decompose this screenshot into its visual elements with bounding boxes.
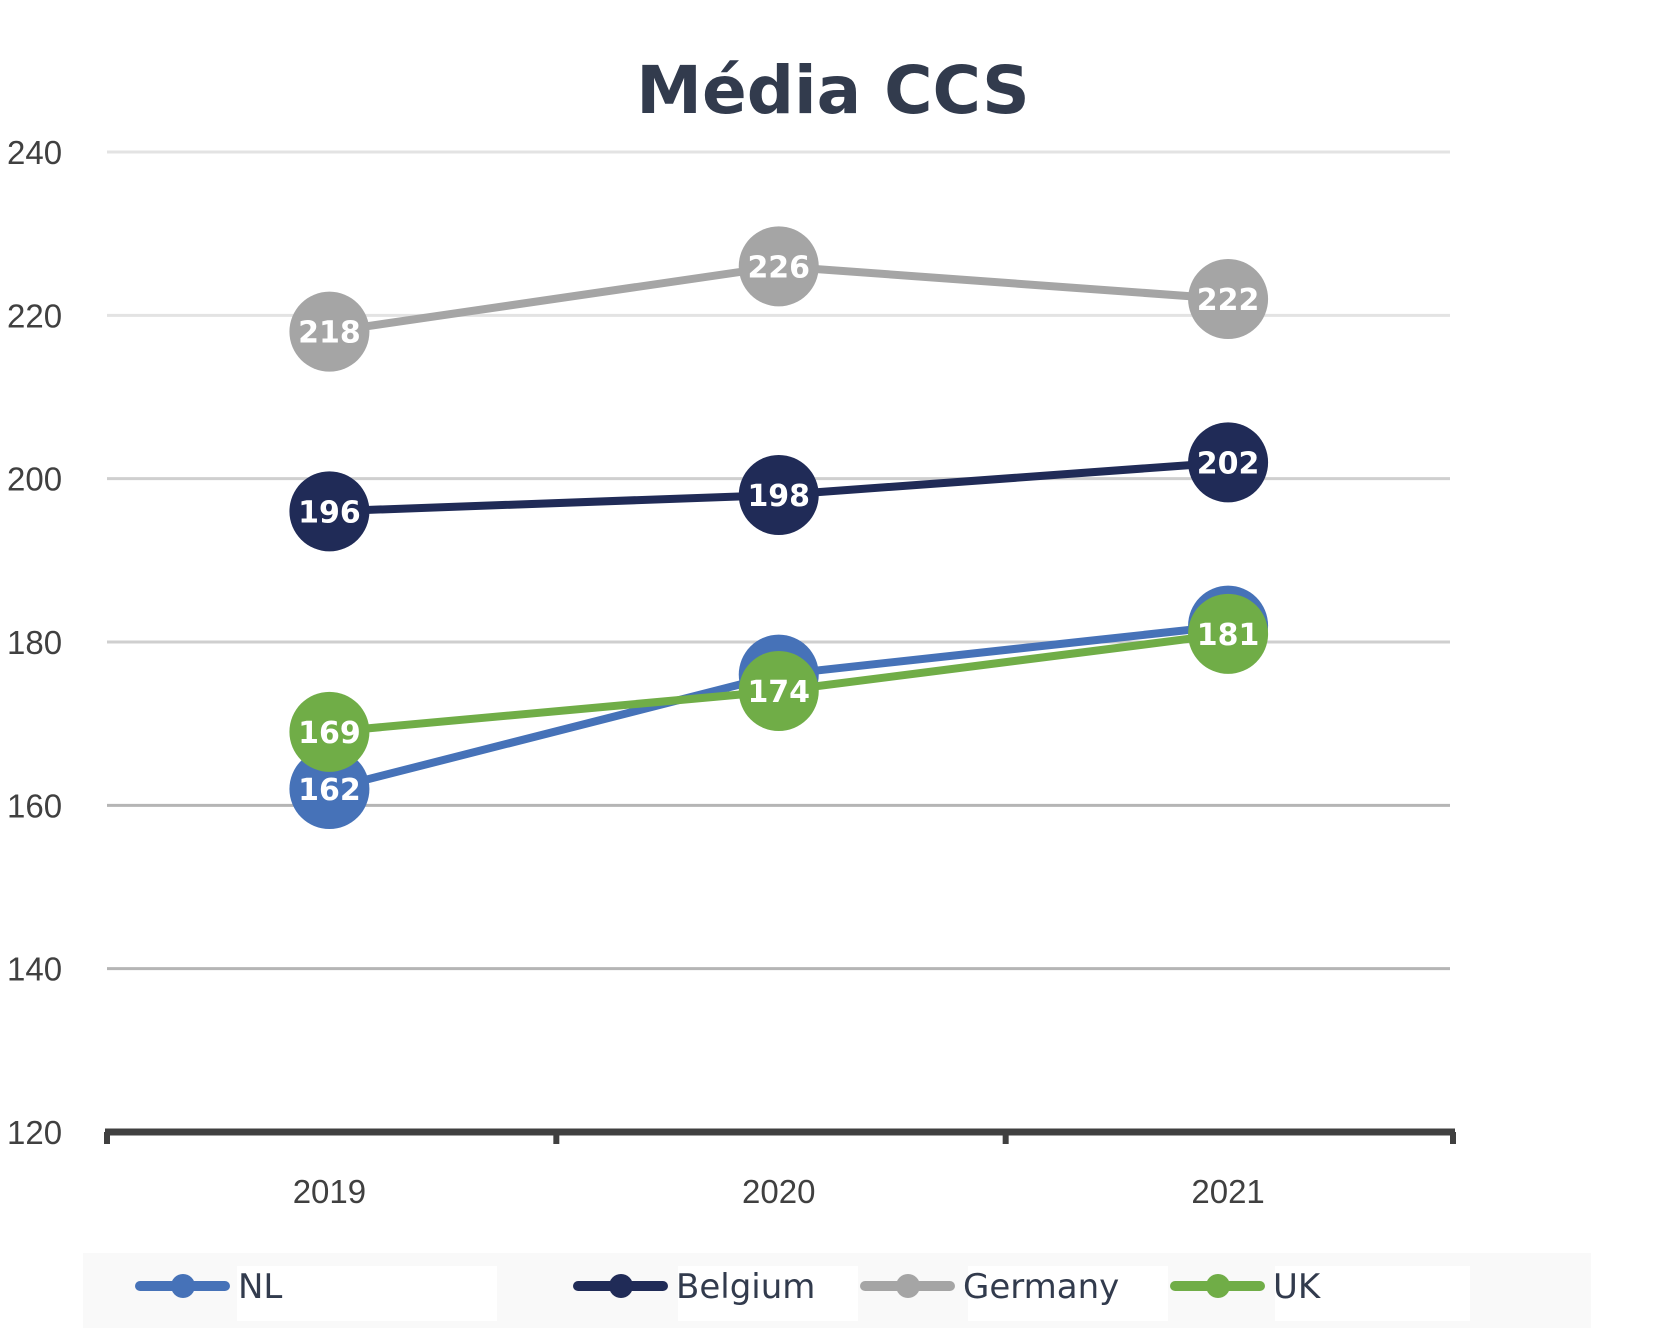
data-point [1188,593,1269,674]
chart-title: Média CCS [636,52,1029,129]
series-lines: 162176182196198202218226222169174181 [289,226,1269,829]
series-germany: 218 226 222 [289,226,1269,372]
data-label: 169 [298,716,361,751]
y-tick-label: 220 [7,297,62,334]
x-tick-label: 2021 [1191,1173,1264,1210]
data-label: 174 [747,675,810,710]
data-point [289,691,370,772]
data-label: 162 [298,773,361,808]
x-axis-tick-labels: 2019 2020 2021 [293,1173,1265,1210]
legend-label-background [237,1266,497,1321]
data-label: 198 [747,479,810,514]
data-point [738,455,819,535]
y-axis-tick-labels: 120 140 160 180 200 220 240 [7,134,62,1151]
legend: NL Belgium Germany UK [83,1253,1591,1328]
data-label: 181 [1197,618,1260,653]
data-point [289,749,370,829]
legend-item-uk[interactable]: UK [1170,1266,1470,1321]
legend-label-background [678,1266,858,1321]
data-point [289,291,370,372]
data-label: 218 [298,316,361,351]
legend-item-germany[interactable]: Germany [860,1266,1168,1321]
data-point [738,226,819,307]
legend-item-nl[interactable]: NL [135,1266,497,1321]
legend-label: UK [1273,1267,1322,1307]
legend-label: Germany [963,1267,1119,1307]
y-tick-label: 200 [7,461,62,498]
data-label: 196 [298,495,361,530]
legend-dot-marker [171,1274,195,1298]
legend-dot-marker [1206,1274,1230,1298]
series-belgium: 196 198 202 [289,422,1269,552]
legend-label-background [968,1266,1168,1321]
data-label: 202 [1197,446,1260,481]
legend-dot-marker [609,1274,633,1298]
y-tick-label: 240 [7,134,62,171]
data-point [738,651,819,731]
legend-label: NL [238,1267,282,1307]
series-uk: 169 174 181 [289,593,1269,772]
legend-label: Belgium [676,1267,815,1307]
y-tick-label: 120 [7,1114,62,1151]
legend-label-background [1275,1266,1470,1321]
x-tick-label: 2020 [742,1173,815,1210]
legend-dot-marker [896,1274,920,1298]
data-point [1188,422,1269,503]
x-axis [104,1128,1456,1144]
data-label: 226 [747,250,810,285]
y-tick-label: 140 [7,951,62,988]
legend-item-belgium[interactable]: Belgium [573,1266,858,1321]
y-tick-label: 160 [7,787,62,824]
data-point [289,471,370,552]
data-point [1188,259,1269,339]
y-tick-label: 180 [7,624,62,661]
data-label: 222 [1197,283,1260,318]
x-tick-label: 2019 [293,1173,366,1210]
